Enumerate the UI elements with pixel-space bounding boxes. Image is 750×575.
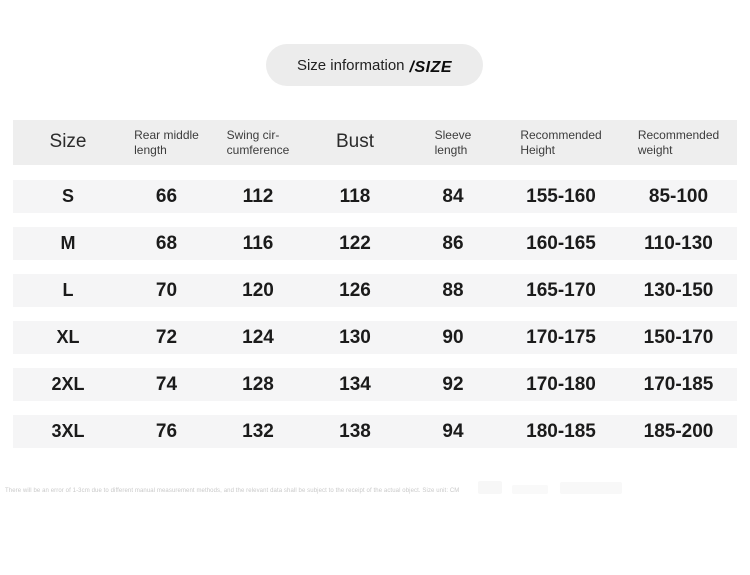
size-table-rows: S 66 112 118 84 155-160 85-100 M 68 116 122 86 160-1… [13, 180, 737, 448]
watermark-smudge [560, 482, 622, 494]
table-cell: 170-175 [526, 326, 596, 348]
table-cell: 68 [155, 232, 178, 254]
watermark-smudge [512, 485, 548, 494]
table-cell: 86 [442, 232, 464, 254]
measurement-disclaimer: There will be an error of 1-3cm due to d… [5, 488, 460, 494]
table-cell: 76 [155, 420, 178, 442]
title-text: Size information [296, 56, 405, 74]
table-cell: 124 [242, 326, 274, 348]
table-cell: 116 [242, 232, 274, 254]
table-row: L 70 120 126 88 165-170 130-150 [13, 274, 737, 307]
table-cell: 112 [242, 185, 274, 207]
table-row: S 66 112 118 84 155-160 85-100 [13, 180, 737, 213]
table-cell: 110-130 [644, 232, 713, 254]
size-label: 2XL [51, 374, 85, 394]
column-header-size: Size [49, 131, 87, 153]
table-cell: 165-170 [526, 279, 596, 301]
table-cell: 84 [442, 185, 464, 207]
table-cell: 130 [339, 326, 371, 348]
table-cell: 160-165 [526, 232, 596, 254]
table-cell: 150-170 [643, 326, 714, 348]
table-cell: 138 [339, 420, 371, 442]
table-cell: 120 [242, 279, 274, 301]
table-cell: 85-100 [648, 185, 709, 207]
size-label: 3XL [51, 421, 85, 441]
table-cell: 185-200 [643, 420, 714, 442]
size-label: L [62, 280, 74, 300]
table-cell: 155-160 [526, 185, 596, 207]
table-cell: 122 [339, 232, 371, 254]
table-row: M 68 116 122 86 160-165 110-130 [13, 227, 737, 260]
table-cell: 94 [442, 420, 464, 442]
table-cell: 90 [442, 326, 464, 348]
column-header-sleeve-length: Sleeve length [434, 128, 472, 157]
column-header-bust: Bust [335, 131, 375, 153]
table-cell: 170-185 [643, 373, 714, 395]
table-row: XL 72 124 130 90 170-175 150-170 [13, 321, 737, 354]
size-table-header: Size Rear middle length Swing cir-cumferenc… [13, 120, 737, 165]
size-label: S [61, 186, 74, 206]
column-header-rear-middle-length: Rear middle length [134, 128, 199, 157]
table-cell: 118 [339, 185, 371, 207]
table-cell: 128 [242, 373, 274, 395]
table-cell: 170-180 [526, 373, 596, 395]
table-cell: 66 [155, 185, 178, 207]
table-cell: 180-185 [526, 420, 596, 442]
table-cell: 130-150 [643, 279, 714, 301]
table-row: 3XL 76 132 138 94 180-185 185-200 [13, 415, 737, 448]
size-information-title-pill: Size information /SIZE [266, 44, 483, 86]
column-header-recommended-height: Recommended Height [520, 128, 602, 157]
title-size-suffix: /SIZE [409, 59, 453, 76]
table-cell: 70 [155, 279, 178, 301]
table-cell: 132 [242, 420, 274, 442]
table-cell: 88 [442, 279, 464, 301]
table-cell: 126 [339, 279, 371, 301]
size-table: Size Rear middle length Swing cir-cumferenc… [13, 120, 737, 448]
table-row: 2XL 74 128 134 92 170-180 170-185 [13, 368, 737, 401]
size-label: XL [56, 327, 80, 347]
table-cell: 74 [155, 373, 178, 395]
column-header-swing-circumference: Swing cir-cumference [226, 128, 290, 157]
size-label: M [60, 233, 76, 253]
table-cell: 92 [442, 373, 464, 395]
table-cell: 134 [339, 373, 371, 395]
watermark-smudge [478, 481, 502, 494]
table-cell: 72 [155, 326, 178, 348]
column-header-recommended-weight: Recommended weight [637, 128, 720, 157]
